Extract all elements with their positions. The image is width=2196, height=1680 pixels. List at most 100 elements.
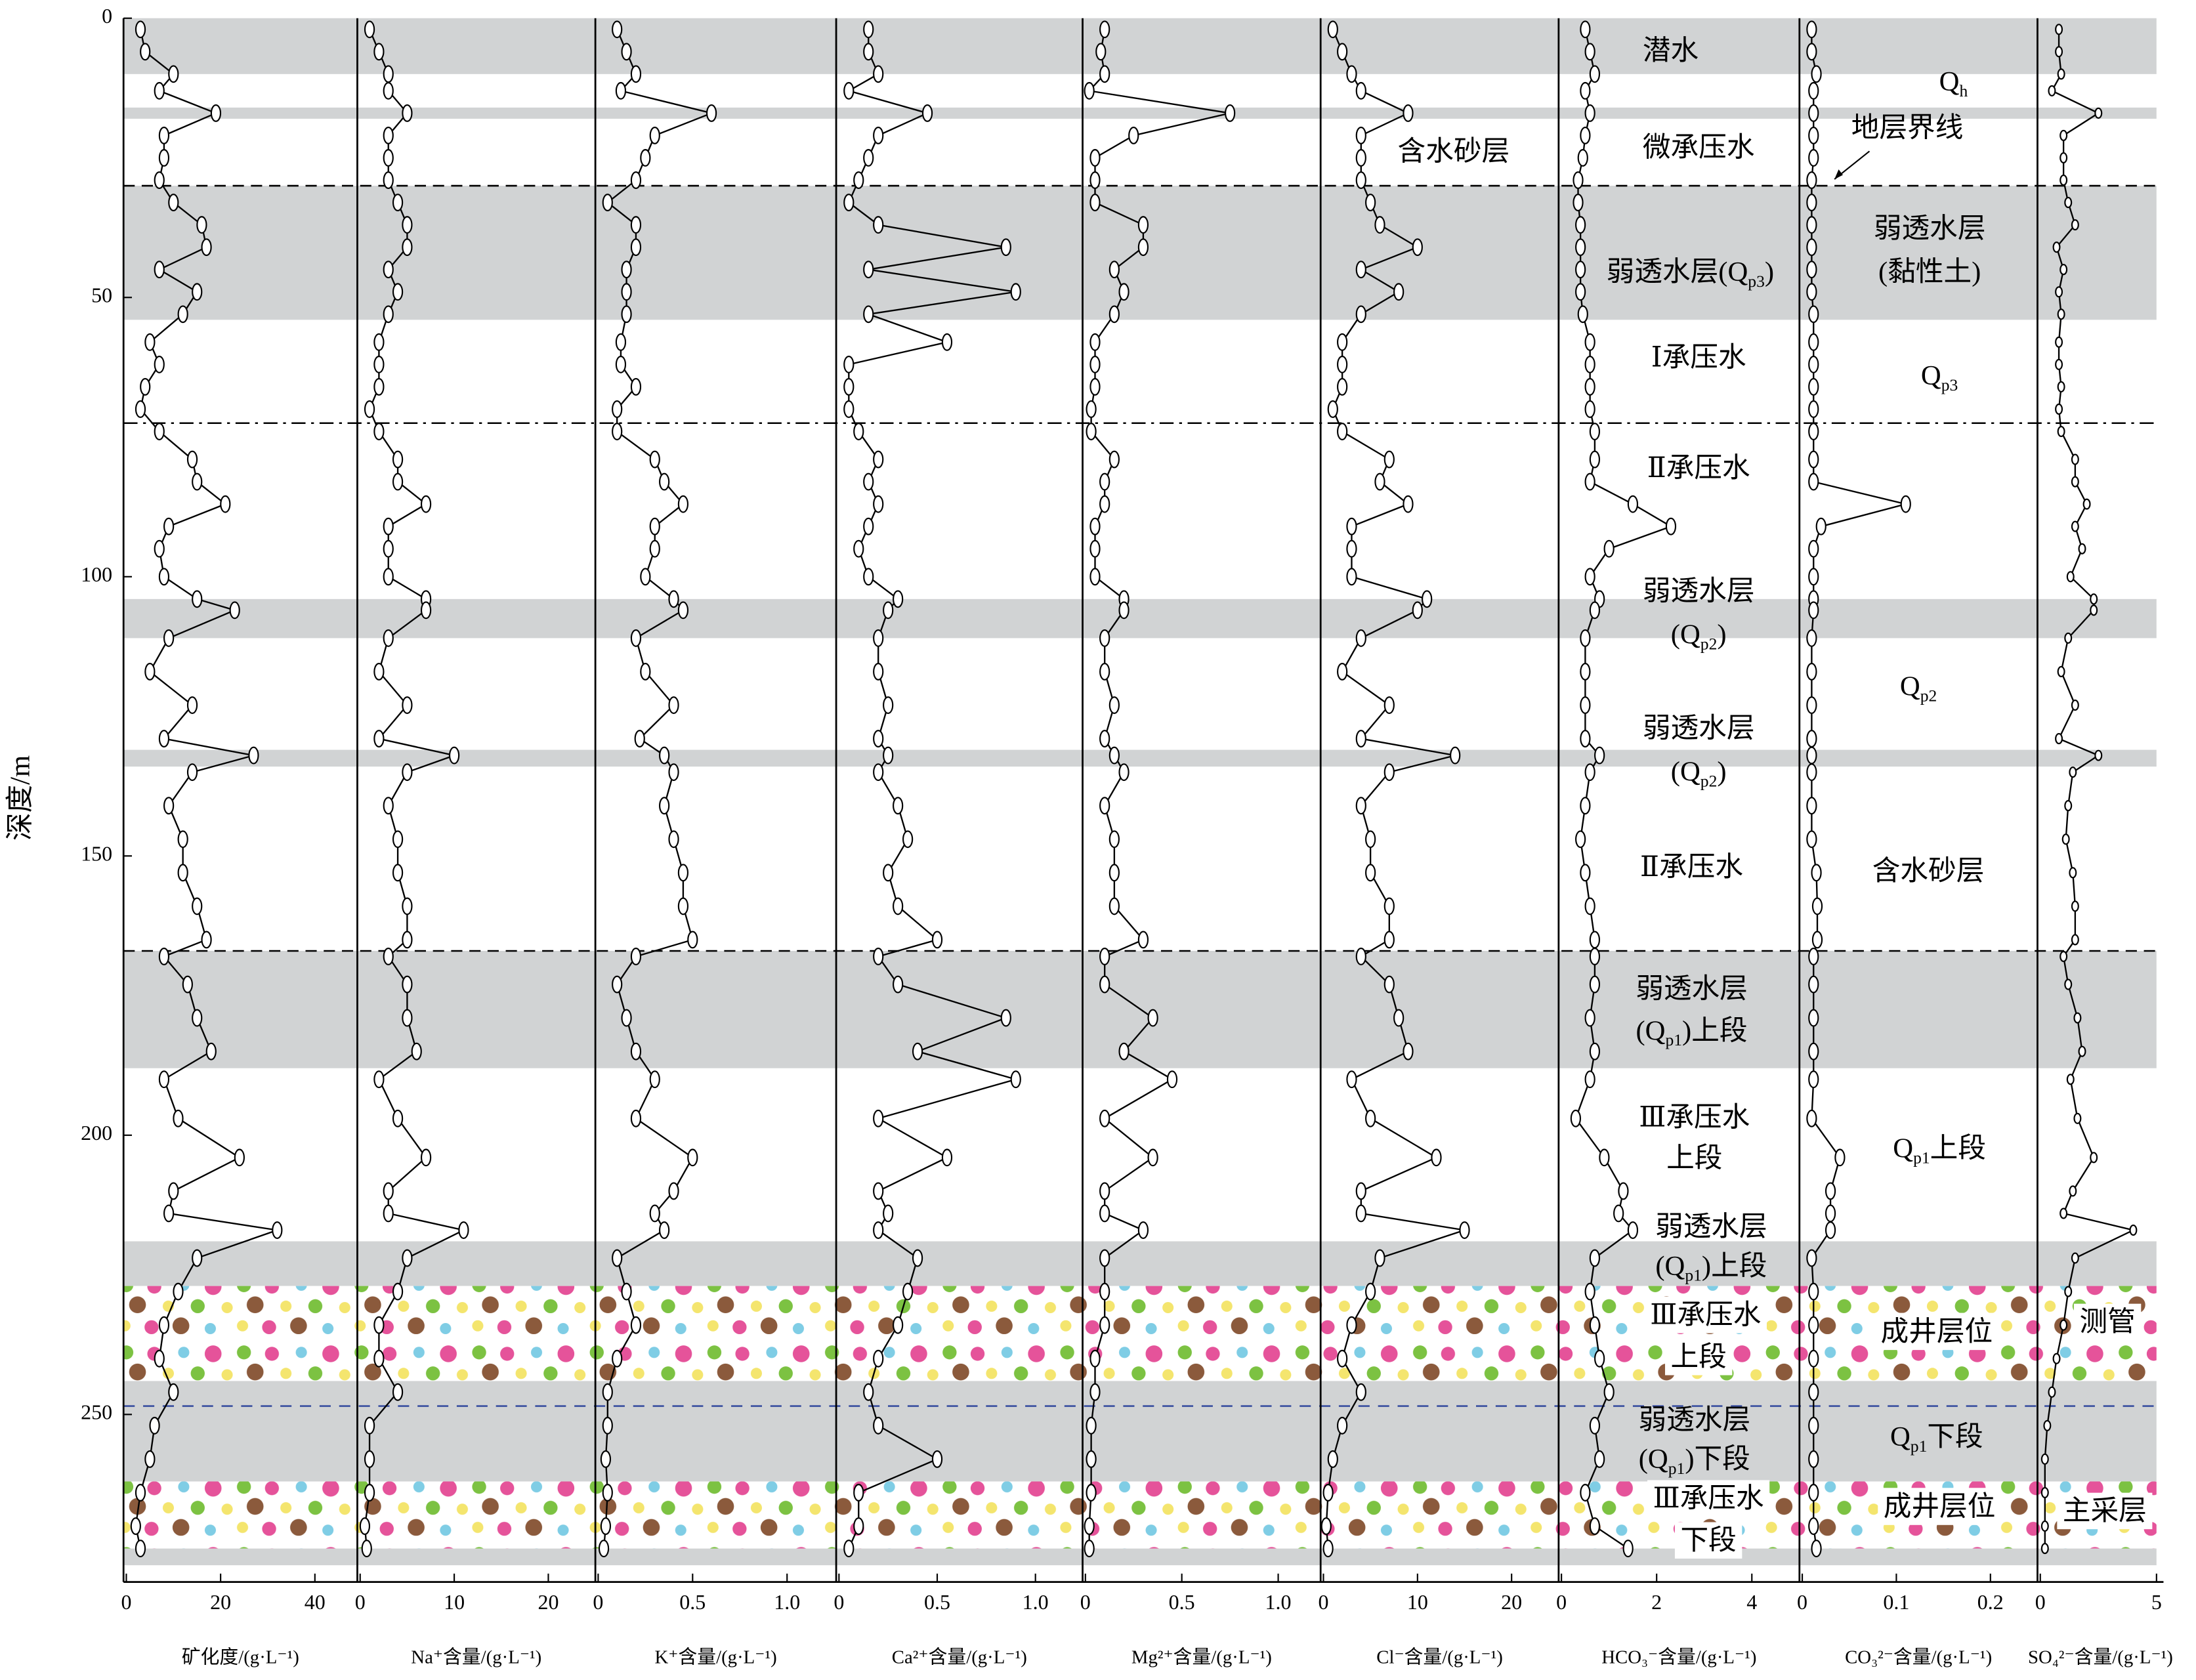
data-point: [1806, 629, 1817, 647]
data-point: [615, 355, 627, 373]
data-point: [1589, 1249, 1601, 1267]
data-point: [1089, 355, 1101, 373]
data-point: [659, 1221, 670, 1239]
data-point: [2071, 476, 2079, 488]
profile-line: [135, 29, 278, 1549]
data-point: [1355, 149, 1366, 167]
data-point: [1109, 696, 1120, 714]
data-point: [2043, 1419, 2052, 1431]
label-part: ): [1717, 757, 1726, 788]
data-point: [1570, 1109, 1581, 1127]
data-point: [612, 20, 623, 39]
aquitard-band: [123, 1381, 2157, 1482]
aquitard-band: [123, 749, 2157, 767]
data-point: [1089, 333, 1101, 351]
data-point: [373, 1070, 385, 1089]
data-point: [168, 1383, 179, 1401]
data-point: [1374, 1249, 1385, 1267]
data-point: [1000, 238, 1011, 257]
label-part: 微承压水: [1643, 132, 1755, 163]
data-point: [2040, 1543, 2049, 1555]
label-part: Q: [1893, 1133, 1913, 1164]
data-point: [402, 696, 413, 714]
data-point: [1346, 65, 1357, 83]
x-tick-label: 2: [1651, 1590, 1662, 1614]
label-part: 上段: [1930, 1133, 1986, 1164]
data-point: [615, 81, 627, 100]
data-point: [1806, 261, 1817, 279]
data-point: [411, 1042, 422, 1060]
data-point: [1099, 1282, 1110, 1301]
label-part: 主采层: [2063, 1496, 2147, 1526]
data-point: [621, 261, 632, 279]
profile-line: [847, 29, 1019, 1549]
x-tick-label: 1.0: [774, 1590, 800, 1614]
data-point: [1618, 1182, 1629, 1200]
layer-label: 上段: [1671, 1341, 1727, 1372]
data-point: [383, 629, 394, 647]
data-point: [373, 663, 385, 681]
data-point: [1099, 1204, 1110, 1223]
data-point: [192, 1249, 203, 1267]
data-point: [402, 104, 413, 122]
data-point: [163, 1204, 175, 1223]
label-part: )上段: [1682, 1015, 1748, 1046]
data-point: [873, 663, 884, 681]
data-point: [640, 568, 651, 586]
data-point: [1355, 1182, 1366, 1200]
data-point: [220, 495, 231, 513]
x-axis-label: Mg²⁺含量/(g·L⁻¹): [1131, 1647, 1272, 1668]
label-background: [1644, 1296, 1767, 1334]
data-point: [1808, 1070, 1819, 1089]
data-point: [921, 104, 933, 122]
data-point: [1327, 20, 1338, 39]
data-point: [192, 590, 203, 608]
data-point: [135, 20, 146, 39]
data-point: [1808, 472, 1819, 491]
data-point: [1109, 450, 1120, 469]
data-point: [154, 261, 165, 279]
annotations: 潜水微承压水弱透水层(Qp3)Ⅰ承压水Ⅱ承压水弱透水层(Qp2)弱透水层(Qp2…: [1398, 35, 2153, 1559]
data-point: [1320, 1517, 1332, 1536]
data-point: [1808, 423, 1819, 440]
data-point: [687, 1148, 698, 1167]
label-part: 含水砂层: [1872, 856, 1985, 887]
data-point: [1584, 43, 1595, 61]
data-point: [1900, 495, 1911, 513]
data-point: [1355, 81, 1366, 100]
data-point: [2059, 129, 2068, 141]
data-point: [392, 450, 404, 469]
data-point: [863, 568, 874, 586]
data-point: [1393, 283, 1404, 301]
layer-label: 测管: [2079, 1307, 2135, 1337]
x-axis-label: 矿化度/(g·L⁻¹): [182, 1647, 299, 1668]
data-point: [1099, 975, 1110, 994]
data-point: [630, 216, 642, 234]
data-point: [383, 797, 394, 815]
data-point: [2055, 286, 2063, 298]
data-point: [392, 864, 404, 882]
data-point: [2071, 1252, 2079, 1264]
label-subscript: p1: [1911, 1437, 1928, 1456]
data-point: [1584, 472, 1595, 491]
data-point: [1109, 897, 1120, 915]
data-point: [893, 1316, 904, 1334]
data-point: [1577, 149, 1588, 167]
data-point: [668, 830, 679, 849]
data-point: [158, 127, 170, 144]
data-point: [383, 65, 394, 83]
data-point: [873, 1349, 884, 1368]
data-point: [1808, 948, 1819, 965]
data-point: [640, 149, 651, 167]
data-point: [612, 1249, 623, 1267]
x-tick-label: 0.5: [1169, 1590, 1195, 1614]
y-tick-label: 150: [81, 842, 112, 866]
data-point: [1808, 1282, 1819, 1301]
data-point: [659, 797, 670, 815]
data-point: [383, 539, 394, 558]
data-point: [612, 423, 623, 440]
label-part: Q: [1890, 1421, 1911, 1452]
data-point: [392, 1109, 404, 1127]
data-point: [383, 149, 394, 167]
